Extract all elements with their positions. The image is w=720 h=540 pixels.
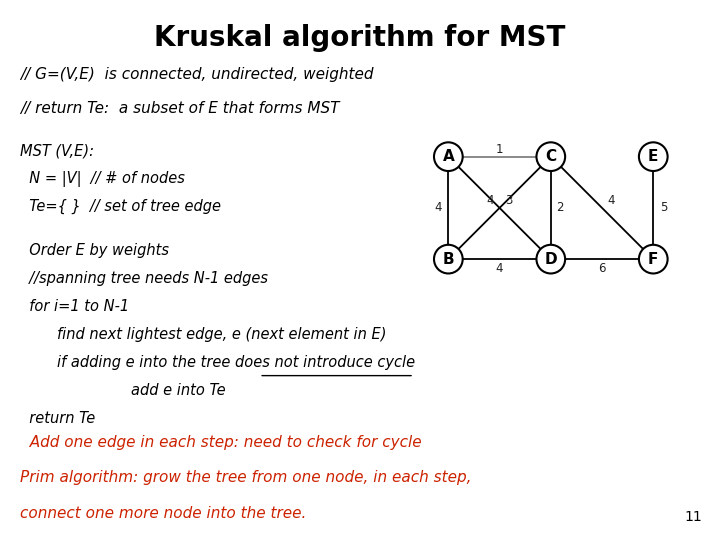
Text: Prim algorithm: grow the tree from one node, in each step,: Prim algorithm: grow the tree from one n… xyxy=(20,470,472,485)
Text: 11: 11 xyxy=(684,510,702,524)
Text: 4: 4 xyxy=(487,194,494,207)
Text: connect one more node into the tree.: connect one more node into the tree. xyxy=(20,506,307,521)
Circle shape xyxy=(536,143,565,171)
Circle shape xyxy=(434,143,463,171)
Circle shape xyxy=(639,245,667,273)
Text: MST (V,E):: MST (V,E): xyxy=(20,143,94,158)
Text: 6: 6 xyxy=(598,262,606,275)
Text: A: A xyxy=(443,149,454,164)
Text: // return Te:  a subset of E that forms MST: // return Te: a subset of E that forms M… xyxy=(20,101,340,116)
Text: B: B xyxy=(443,252,454,267)
Text: Add one edge in each step: need to check for cycle: Add one edge in each step: need to check… xyxy=(20,435,422,450)
Text: N = |V|  // # of nodes: N = |V| // # of nodes xyxy=(20,171,185,187)
Text: 4: 4 xyxy=(608,194,615,207)
Text: 1: 1 xyxy=(496,143,503,156)
Text: find next lightest edge, e (next element in E): find next lightest edge, e (next element… xyxy=(20,327,387,342)
Text: 3: 3 xyxy=(505,194,513,207)
Text: C: C xyxy=(545,149,557,164)
Text: E: E xyxy=(648,149,659,164)
Text: // G=(V,E)  is connected, undirected, weighted: // G=(V,E) is connected, undirected, wei… xyxy=(20,68,374,83)
Text: D: D xyxy=(544,252,557,267)
Text: 4: 4 xyxy=(434,201,442,214)
Text: for i=1 to N-1: for i=1 to N-1 xyxy=(20,299,130,314)
Circle shape xyxy=(536,245,565,273)
Text: 4: 4 xyxy=(496,262,503,275)
Circle shape xyxy=(639,143,667,171)
Text: return Te: return Te xyxy=(20,411,96,426)
Text: if adding e into the tree does not introduce cycle: if adding e into the tree does not intro… xyxy=(20,355,415,370)
Text: 5: 5 xyxy=(660,201,667,214)
Text: 2: 2 xyxy=(557,201,564,214)
Text: Order E by weights: Order E by weights xyxy=(20,243,169,258)
Circle shape xyxy=(434,245,463,273)
Text: Te={ }  // set of tree edge: Te={ } // set of tree edge xyxy=(20,199,221,214)
Text: Kruskal algorithm for MST: Kruskal algorithm for MST xyxy=(154,24,566,52)
Text: add e into Te: add e into Te xyxy=(20,383,226,398)
Text: F: F xyxy=(648,252,659,267)
Text: //spanning tree needs N-1 edges: //spanning tree needs N-1 edges xyxy=(20,271,268,286)
